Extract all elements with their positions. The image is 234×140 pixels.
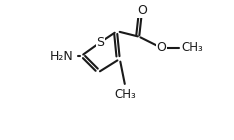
Text: CH₃: CH₃ bbox=[114, 88, 136, 101]
Text: H₂N: H₂N bbox=[50, 50, 73, 63]
Text: S: S bbox=[96, 36, 104, 49]
Text: O: O bbox=[137, 4, 147, 17]
Text: O: O bbox=[156, 41, 166, 54]
Text: CH₃: CH₃ bbox=[181, 41, 203, 54]
